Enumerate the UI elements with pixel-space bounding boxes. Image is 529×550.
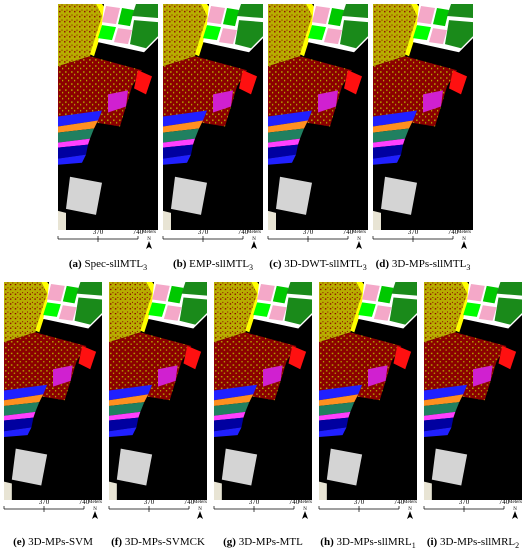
caption-label: (a) bbox=[69, 258, 82, 270]
scale-label: 370 bbox=[459, 498, 470, 506]
classification-map bbox=[373, 4, 473, 231]
caption: (h) 3D-MPs-sllMRL1 bbox=[320, 536, 415, 550]
caption-subscript: 1 bbox=[412, 541, 416, 550]
scale-label: 740 bbox=[238, 228, 249, 236]
caption: (f) 3D-MPs-SVMCK bbox=[111, 536, 205, 548]
scale-label: 370 bbox=[354, 498, 365, 506]
north-arrow bbox=[92, 511, 98, 519]
north-label: N bbox=[462, 237, 466, 242]
north-arrow bbox=[356, 241, 362, 249]
north-label: N bbox=[252, 237, 256, 242]
classification-map bbox=[424, 282, 522, 500]
caption-label: (c) bbox=[269, 258, 282, 270]
scale-unit: Meters bbox=[247, 230, 261, 235]
caption-label: (i) bbox=[427, 536, 438, 548]
caption-label: (d) bbox=[376, 258, 390, 270]
scale-label: 740 bbox=[394, 498, 405, 506]
classification-map bbox=[4, 282, 102, 500]
caption-name: EMP-sllMTL bbox=[189, 258, 249, 270]
classification-map bbox=[268, 4, 368, 231]
north-label: N bbox=[93, 507, 97, 512]
scale-unit: Meters bbox=[142, 230, 156, 235]
caption: (a) Spec-sllMTL3 bbox=[69, 258, 147, 272]
north-label: N bbox=[147, 237, 151, 242]
caption-subscript: 3 bbox=[249, 263, 253, 272]
scale-label: 740 bbox=[133, 228, 144, 236]
caption-subscript: 3 bbox=[363, 263, 367, 272]
north-arrow bbox=[197, 511, 203, 519]
scale-label: 370 bbox=[39, 498, 50, 506]
scale-label: 370 bbox=[144, 498, 155, 506]
scale-label: 740 bbox=[184, 498, 195, 506]
north-label: N bbox=[513, 507, 517, 512]
north-arrow bbox=[302, 511, 308, 519]
north-arrow bbox=[407, 511, 413, 519]
caption: (e) 3D-MPs-SVM bbox=[13, 536, 93, 548]
scale-label: 370 bbox=[198, 228, 209, 236]
caption-name: Spec-sllMTL bbox=[84, 258, 143, 270]
caption-subscript: 3 bbox=[466, 263, 470, 272]
caption: (d) 3D-MPs-sllMTL3 bbox=[376, 258, 471, 272]
north-arrow bbox=[461, 241, 467, 249]
scale-label: 740 bbox=[343, 228, 354, 236]
caption-name: 3D-MPs-SVMCK bbox=[125, 536, 205, 548]
caption-name: 3D-MPs-MTL bbox=[239, 536, 303, 548]
caption-name: 3D-MPs-SVM bbox=[28, 536, 93, 548]
scale-unit: Meters bbox=[508, 500, 522, 505]
caption-label: (e) bbox=[13, 536, 26, 548]
classification-map bbox=[163, 4, 263, 231]
scale-label: 370 bbox=[249, 498, 260, 506]
classification-map bbox=[319, 282, 417, 500]
caption: (c) 3D-DWT-sllMTL3 bbox=[269, 258, 366, 272]
scale-label: 370 bbox=[408, 228, 419, 236]
north-label: N bbox=[408, 507, 412, 512]
north-arrow bbox=[512, 511, 518, 519]
caption-label: (b) bbox=[173, 258, 187, 270]
north-label: N bbox=[357, 237, 361, 242]
caption-label: (g) bbox=[223, 536, 236, 548]
north-label: N bbox=[303, 507, 307, 512]
caption: (i) 3D-MPs-sllMRL2 bbox=[427, 536, 519, 550]
caption-label: (f) bbox=[111, 536, 122, 548]
caption-subscript: 2 bbox=[515, 541, 519, 550]
caption-label: (h) bbox=[320, 536, 334, 548]
classification-map bbox=[58, 4, 158, 231]
classification-map bbox=[214, 282, 312, 500]
scale-unit: Meters bbox=[457, 230, 471, 235]
classification-map bbox=[109, 282, 207, 500]
caption-subscript: 3 bbox=[143, 263, 147, 272]
caption: (g) 3D-MPs-MTL bbox=[223, 536, 303, 548]
caption-name: 3D-DWT-sllMTL bbox=[284, 258, 363, 270]
scale-label: 740 bbox=[79, 498, 90, 506]
north-arrow bbox=[251, 241, 257, 249]
scale-unit: Meters bbox=[352, 230, 366, 235]
caption-name: 3D-MPs-sllMTL bbox=[392, 258, 467, 270]
north-label: N bbox=[198, 507, 202, 512]
scale-label: 740 bbox=[289, 498, 300, 506]
caption-name: 3D-MPs-sllMRL bbox=[337, 536, 412, 548]
scale-label: 370 bbox=[303, 228, 314, 236]
scale-label: 740 bbox=[448, 228, 459, 236]
caption: (b) EMP-sllMTL3 bbox=[173, 258, 253, 272]
scale-unit: Meters bbox=[193, 500, 207, 505]
scale-unit: Meters bbox=[298, 500, 312, 505]
scale-label: 740 bbox=[499, 498, 510, 506]
north-arrow bbox=[146, 241, 152, 249]
scale-unit: Meters bbox=[403, 500, 417, 505]
scale-label: 370 bbox=[93, 228, 104, 236]
caption-name: 3D-MPs-sllMRL bbox=[440, 536, 515, 548]
scale-unit: Meters bbox=[88, 500, 102, 505]
